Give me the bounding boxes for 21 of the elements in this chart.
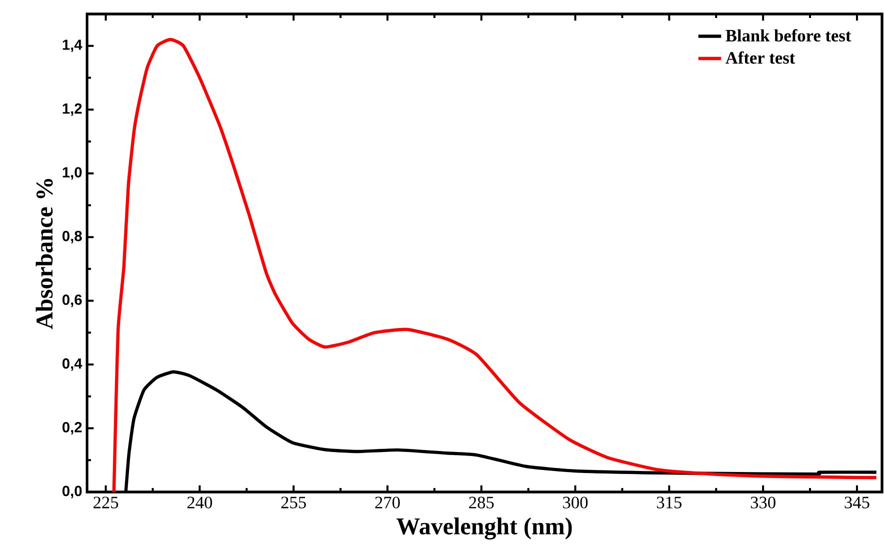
y-tick-label: 1,4 (62, 40, 82, 52)
x-axis-title: Wavelenght (nm) (396, 518, 572, 540)
x-tick-label: 270 (375, 496, 400, 508)
y-tick-label: 1,2 (62, 103, 82, 116)
legend-label: Blank before test (726, 29, 852, 42)
x-tick-label: 240 (187, 496, 212, 508)
y-tick-label: 0,0 (62, 486, 82, 498)
x-tick-label: 315 (657, 496, 682, 508)
legend-label: After test (726, 51, 796, 64)
y-tick-label: 1,0 (62, 167, 82, 180)
y-tick-label: 0,2 (62, 422, 82, 435)
x-tick-label: 255 (281, 496, 306, 508)
y-axis-title: Absorbance % (36, 178, 53, 330)
y-tick-label: 0,8 (62, 230, 82, 244)
x-tick-label: 225 (94, 496, 118, 508)
y-tick-label: 0,4 (62, 358, 82, 371)
x-tick-label: 300 (563, 496, 588, 508)
x-tick-label: 285 (469, 496, 494, 508)
x-tick-label: 345 (844, 496, 870, 508)
y-tick-label: 0,6 (62, 294, 82, 308)
x-tick-label: 330 (750, 496, 776, 508)
